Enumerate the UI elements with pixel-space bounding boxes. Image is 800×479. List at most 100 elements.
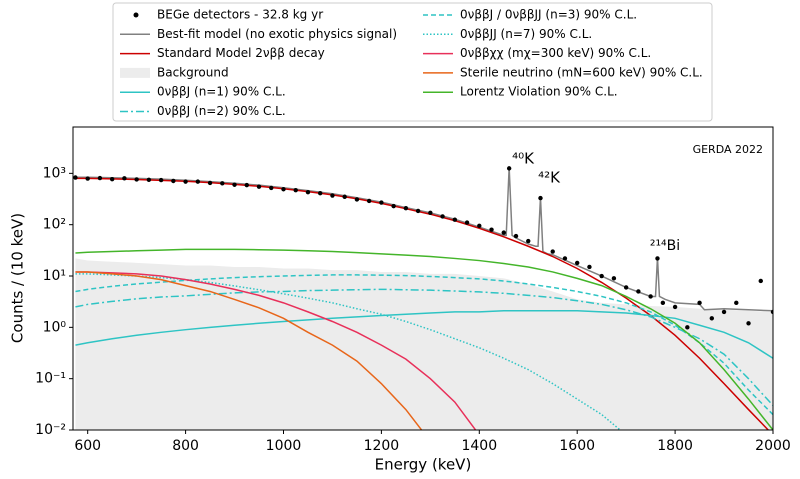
legend-label: Best-fit model (no exotic physics signal… bbox=[157, 27, 397, 41]
legend-label: 0νββJJ (n=7) 90% C.L. bbox=[460, 27, 592, 41]
y-tick-label: 10⁰ bbox=[43, 319, 67, 335]
x-tick-label: 1000 bbox=[266, 438, 302, 454]
legend-box bbox=[112, 2, 713, 122]
data-point bbox=[574, 260, 580, 266]
x-tick-label: 600 bbox=[74, 438, 101, 454]
data-point bbox=[293, 187, 298, 193]
data-point bbox=[354, 197, 360, 202]
data-point bbox=[452, 217, 458, 222]
data-point bbox=[489, 227, 494, 232]
data-point bbox=[403, 205, 409, 211]
legend-label: 0νββJ / 0νββJJ (n=3) 90% C.L. bbox=[460, 8, 637, 22]
data-point bbox=[477, 223, 482, 229]
plot-frame bbox=[72, 126, 774, 431]
data-point bbox=[709, 316, 715, 321]
data-point bbox=[758, 278, 763, 284]
data-point bbox=[672, 304, 678, 310]
legend-label: 0νββχχ (mχ=300 keV) 90% C.L. bbox=[460, 46, 651, 60]
data-point bbox=[623, 285, 629, 290]
data-point bbox=[330, 193, 335, 198]
data-point bbox=[440, 214, 445, 219]
data-point bbox=[660, 300, 666, 306]
x-tick-label: 1800 bbox=[657, 438, 693, 454]
legend-label: 0νββJ (n=2) 90% C.L. bbox=[157, 104, 286, 118]
data-point bbox=[685, 325, 690, 330]
data-point bbox=[428, 210, 433, 216]
series-line bbox=[75, 274, 773, 416]
y-tick-label: 10² bbox=[43, 217, 66, 233]
data-point bbox=[122, 176, 127, 181]
data-point bbox=[648, 294, 653, 299]
x-tick-label: 800 bbox=[172, 438, 199, 454]
data-point bbox=[366, 198, 372, 204]
data-point bbox=[269, 185, 274, 191]
data-point bbox=[342, 194, 347, 199]
data-point bbox=[97, 175, 103, 181]
y-tick-label: 10⁻² bbox=[35, 422, 66, 438]
data-point bbox=[697, 300, 702, 306]
legend-label: Standard Model 2νββ decay bbox=[157, 46, 325, 60]
data-point bbox=[538, 195, 543, 201]
legend-label: Sterile neutrino (mN=600 keV) 90% C.L. bbox=[460, 65, 703, 79]
series-line bbox=[75, 310, 773, 359]
annotation: ⁴⁰K bbox=[512, 150, 535, 168]
legend-label: BEGe detectors - 32.8 kg yr bbox=[157, 8, 323, 22]
legend-marker bbox=[133, 12, 139, 18]
data-point bbox=[611, 276, 617, 281]
x-tick-label: 2000 bbox=[755, 438, 791, 454]
series-line bbox=[75, 248, 773, 430]
series-line bbox=[75, 271, 423, 430]
y-axis-label: Counts / (10 keV) bbox=[9, 213, 27, 343]
data-point bbox=[207, 180, 213, 186]
data-point bbox=[506, 166, 512, 171]
annotation: ²¹⁴Bi bbox=[650, 238, 680, 254]
data-point bbox=[220, 181, 225, 186]
series-line bbox=[75, 288, 773, 407]
annotation: GERDA 2022 bbox=[693, 143, 763, 156]
data-point bbox=[770, 309, 773, 315]
legend-marker bbox=[120, 67, 150, 78]
background-area bbox=[75, 258, 773, 430]
series-line bbox=[75, 271, 477, 430]
data-point bbox=[746, 321, 751, 326]
y-tick-label: 10⁻¹ bbox=[35, 371, 66, 387]
data-point bbox=[146, 177, 152, 182]
data-point bbox=[171, 178, 176, 184]
data-point bbox=[721, 309, 727, 315]
data-point bbox=[281, 187, 286, 192]
data-point bbox=[501, 230, 506, 235]
legend-label: 0νββJ (n=1) 90% C.L. bbox=[157, 85, 286, 99]
series-line bbox=[75, 273, 622, 430]
data-point bbox=[134, 177, 139, 182]
data-point bbox=[734, 300, 739, 306]
data-point bbox=[256, 184, 262, 189]
data-point bbox=[85, 176, 90, 181]
data-point bbox=[391, 203, 396, 209]
data-point bbox=[109, 176, 115, 182]
x-axis-label: Energy (keV) bbox=[375, 456, 472, 474]
data-point bbox=[73, 175, 78, 180]
legend-label: Background bbox=[157, 65, 229, 79]
y-tick-label: 10³ bbox=[43, 165, 66, 181]
legend-label: Lorentz Violation 90% C.L. bbox=[460, 85, 618, 99]
data-point bbox=[183, 179, 188, 184]
x-tick-label: 1200 bbox=[364, 438, 400, 454]
data-point bbox=[415, 208, 421, 214]
plot-area bbox=[73, 166, 773, 430]
y-tick-label: 10¹ bbox=[43, 268, 66, 284]
data-point bbox=[318, 191, 323, 196]
data-point bbox=[526, 238, 531, 244]
data-point bbox=[379, 200, 384, 205]
data-point bbox=[158, 177, 164, 183]
data-point bbox=[655, 256, 660, 261]
data-point bbox=[636, 289, 641, 294]
data-point bbox=[599, 273, 604, 279]
data-point bbox=[587, 264, 592, 270]
data-point bbox=[550, 249, 555, 254]
data-point bbox=[195, 179, 201, 184]
data-point bbox=[244, 182, 249, 188]
annotation: ⁴²K bbox=[538, 169, 561, 187]
data-point bbox=[305, 189, 311, 195]
x-tick-label: 1400 bbox=[461, 438, 497, 454]
